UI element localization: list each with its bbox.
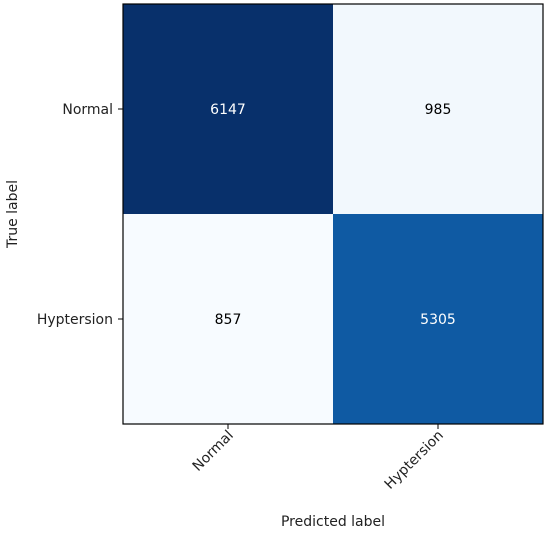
cell-value-labels: 6147 985 857 5305 [210, 102, 456, 328]
cell-value-label: 6147 [210, 102, 246, 118]
y-axis-ticks: Normal Hyptersion [37, 102, 123, 328]
heatmap-cell [333, 4, 543, 214]
y-axis-label: True label [5, 180, 21, 249]
x-axis-ticks: Normal Hyptersion [190, 424, 447, 493]
x-tick-label: Normal [190, 428, 237, 475]
x-axis-label: Predicted label [281, 514, 385, 530]
cell-value-label: 857 [215, 312, 242, 328]
cell-value-label: 5305 [420, 312, 456, 328]
plot-frame [122, 3, 544, 425]
heatmap-cells [123, 4, 543, 424]
x-tick-label: Hyptersion [382, 428, 447, 493]
heatmap-cell [123, 4, 333, 214]
y-tick-label: Normal [62, 102, 113, 118]
y-tick-label: Hyptersion [37, 312, 113, 328]
cell-value-label: 985 [425, 102, 452, 118]
heatmap-cell [123, 214, 333, 424]
heatmap-cell [333, 214, 543, 424]
